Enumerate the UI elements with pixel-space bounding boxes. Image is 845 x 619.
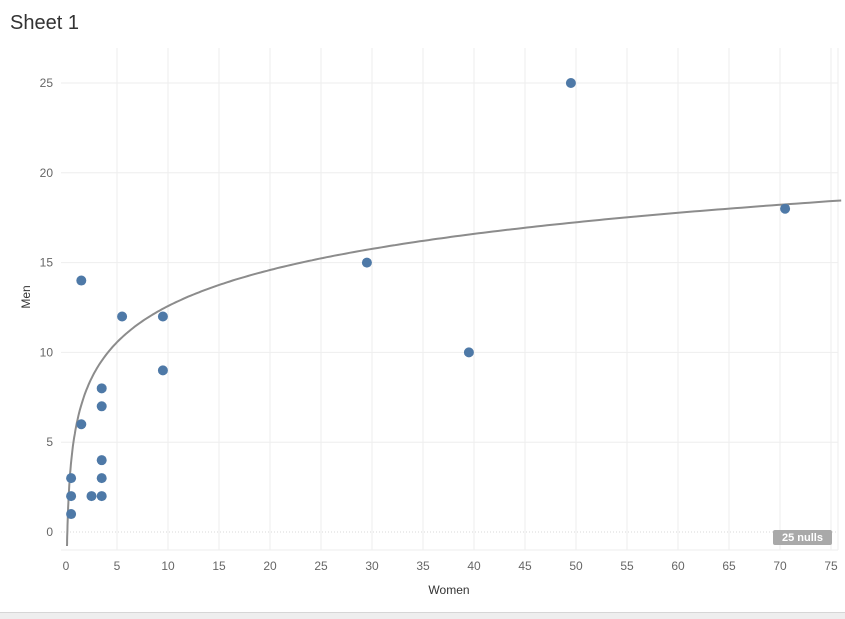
data-point[interactable] [361,257,372,268]
x-tick-label: 15 [212,559,226,573]
data-points [66,78,791,520]
data-point[interactable] [96,491,107,502]
x-tick-label: 0 [63,559,70,573]
x-tick-label: 75 [824,559,838,573]
x-tick-label: 35 [416,559,430,573]
y-tick-label: 5 [46,435,53,449]
x-tick-label: 20 [263,559,277,573]
x-tick-label: 45 [518,559,532,573]
data-point[interactable] [76,275,87,286]
data-point[interactable] [66,509,77,520]
data-point[interactable] [565,78,576,88]
x-tick-label: 60 [671,559,685,573]
data-point[interactable] [96,473,107,484]
y-tick-label: 15 [40,256,54,270]
y-tick-label: 20 [40,166,54,180]
footer-bar [0,612,845,619]
data-point[interactable] [66,491,77,502]
data-point[interactable] [157,311,168,322]
y-tick-label: 0 [46,525,53,539]
data-point[interactable] [76,419,87,430]
sheet-title: Sheet 1 [10,12,79,34]
x-axis-title: Women [428,583,469,597]
data-point[interactable] [86,491,97,502]
x-tick-label: 10 [161,559,175,573]
null-indicator[interactable]: 25 nulls [773,530,832,545]
data-point[interactable] [66,473,77,484]
data-point[interactable] [96,383,107,394]
axes: 0 5 10 15 20 25 30 35 40 45 50 55 60 65 70 75 0 5 10 15 20 25 [40,76,838,573]
data-point[interactable] [96,455,107,466]
data-point[interactable] [117,311,128,322]
x-tick-label: 40 [467,559,481,573]
y-axis-title: Men [19,285,33,308]
x-tick-label: 65 [722,559,736,573]
x-tick-label: 70 [773,559,787,573]
data-point[interactable] [96,401,107,412]
trend-line[interactable] [66,199,842,547]
grid [61,48,839,551]
x-tick-label: 30 [365,559,379,573]
null-indicator-label: 25 nulls [782,532,823,544]
data-point[interactable] [780,203,791,214]
null-indicator-badge[interactable] [773,530,832,545]
x-tick-label: 55 [620,559,634,573]
y-tick-label: 10 [40,345,54,359]
x-tick-label: 50 [569,559,583,573]
x-tick-label: 25 [314,559,328,573]
x-tick-label: 5 [114,559,121,573]
y-tick-label: 25 [40,76,54,90]
data-point[interactable] [157,365,168,376]
data-point[interactable] [463,347,474,358]
